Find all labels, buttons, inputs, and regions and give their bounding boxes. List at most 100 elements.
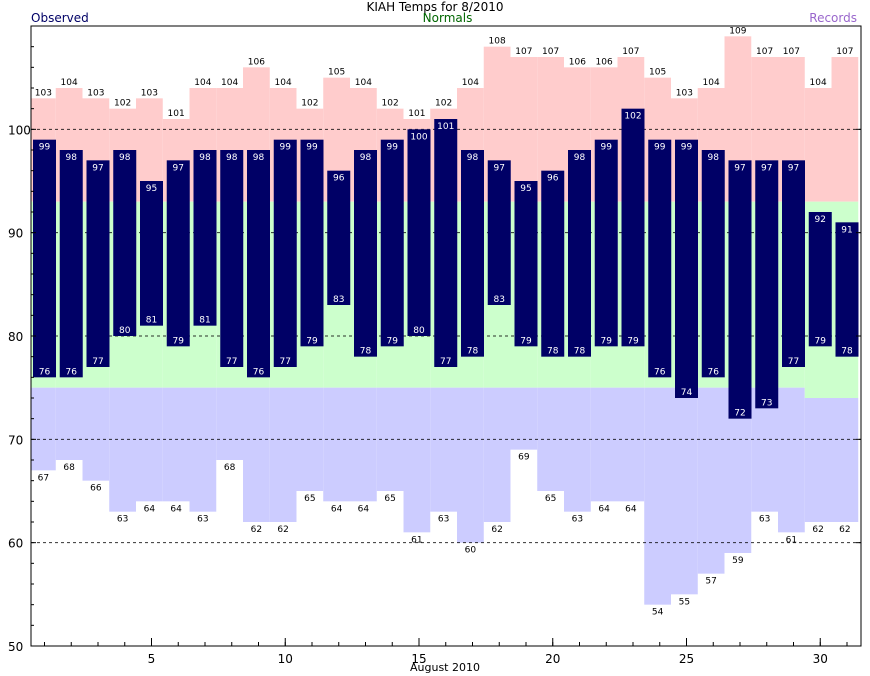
observed-bar [193, 150, 217, 326]
record-low-label: 57 [705, 577, 716, 587]
observed-high-label: 98 [467, 153, 479, 163]
observed-low-label: 81 [146, 316, 157, 326]
observed-bar [461, 150, 484, 357]
x-tick-label: 15 [411, 652, 426, 666]
observed-bar [220, 150, 244, 367]
record-high-label: 101 [408, 109, 425, 119]
x-tick-label: 10 [278, 652, 293, 666]
record-high-label: 104 [194, 78, 211, 88]
record-low-label: 65 [304, 494, 315, 504]
record-low-label: 65 [545, 494, 556, 504]
record-low-band [590, 387, 618, 502]
record-high-label: 107 [783, 47, 800, 57]
observed-high-label: 100 [410, 132, 427, 142]
record-high-label: 106 [569, 57, 586, 67]
record-low-label: 64 [331, 504, 343, 514]
record-high-label: 108 [489, 37, 506, 47]
record-high-label: 105 [328, 68, 345, 78]
observed-bar [354, 150, 377, 357]
observed-bar [166, 160, 190, 347]
observed-low-label: 78 [467, 347, 479, 357]
observed-low-label: 77 [92, 357, 103, 367]
observed-bar [113, 150, 137, 336]
record-low-label: 64 [358, 504, 370, 514]
record-low-label: 61 [786, 535, 797, 545]
observed-bar [487, 160, 511, 305]
observed-bar [541, 170, 565, 357]
record-low-band [483, 387, 511, 522]
record-low-band [804, 398, 832, 522]
record-low-label: 63 [117, 515, 128, 525]
observed-high-label: 97 [494, 163, 505, 173]
observed-low-label: 77 [788, 357, 799, 367]
y-tick-label: 70 [8, 433, 23, 447]
record-low-label: 65 [384, 494, 395, 504]
observed-high-label: 96 [547, 174, 559, 184]
record-low-label: 63 [759, 515, 770, 525]
record-high-label: 104 [221, 78, 238, 88]
observed-low-label: 79 [387, 336, 399, 346]
observed-high-label: 95 [146, 184, 157, 194]
observed-low-label: 74 [681, 388, 693, 398]
record-high-label: 104 [355, 78, 372, 88]
record-low-band [430, 387, 457, 512]
y-tick-label: 60 [8, 537, 23, 551]
observed-bar [247, 150, 270, 378]
observed-bar [140, 181, 163, 326]
record-high-label: 103 [35, 88, 52, 98]
chart-title: KIAH Temps for 8/2010 [366, 0, 504, 14]
record-low-label: 55 [679, 597, 690, 607]
record-low-band [55, 387, 83, 460]
observed-bar [407, 129, 431, 336]
y-tick-label: 80 [8, 330, 23, 344]
observed-high-label: 95 [520, 184, 531, 194]
record-low-band [109, 387, 136, 512]
record-low-label: 63 [572, 515, 583, 525]
record-low-band [162, 387, 190, 502]
record-low-label: 62 [491, 525, 502, 535]
observed-bar [782, 160, 805, 367]
x-axis-label: August 2010 [410, 661, 480, 674]
observed-high-label: 98 [360, 153, 372, 163]
record-high-band [804, 88, 832, 202]
observed-high-label: 99 [387, 143, 399, 153]
observed-high-label: 97 [788, 163, 799, 173]
record-low-band [831, 398, 859, 522]
record-high-label: 104 [703, 78, 720, 88]
observed-bar [701, 150, 725, 378]
observed-high-label: 98 [253, 153, 265, 163]
observed-bar [59, 150, 83, 378]
record-low-label: 64 [598, 504, 610, 514]
observed-low-label: 76 [39, 367, 51, 377]
observed-high-label: 101 [437, 122, 454, 132]
record-low-band [617, 387, 645, 502]
record-low-label: 67 [38, 473, 49, 483]
record-low-band [269, 387, 297, 522]
x-tick-label: 30 [813, 652, 828, 666]
record-low-band [671, 387, 698, 595]
observed-bar [273, 139, 297, 367]
observed-high-label: 102 [624, 112, 641, 122]
record-low-band [189, 387, 217, 512]
observed-low-label: 73 [761, 398, 772, 408]
record-low-band [564, 387, 591, 512]
record-high-label: 102 [382, 99, 399, 109]
observed-low-label: 79 [520, 336, 532, 346]
observed-high-label: 98 [199, 153, 211, 163]
observed-low-label: 78 [360, 347, 372, 357]
observed-low-label: 77 [280, 357, 291, 367]
record-low-label: 62 [839, 525, 850, 535]
record-low-band [31, 387, 56, 471]
observed-high-label: 97 [92, 163, 103, 173]
record-low-label: 63 [197, 515, 208, 525]
observed-high-label: 98 [574, 153, 586, 163]
record-low-label: 64 [625, 504, 637, 514]
record-high-label: 107 [542, 47, 559, 57]
record-low-label: 66 [90, 484, 102, 494]
observed-high-label: 99 [39, 143, 51, 153]
record-high-label: 102 [301, 99, 318, 109]
observed-low-label: 80 [119, 326, 131, 336]
observed-bar [380, 139, 404, 347]
record-high-label: 104 [810, 78, 827, 88]
observed-bar [86, 160, 110, 367]
